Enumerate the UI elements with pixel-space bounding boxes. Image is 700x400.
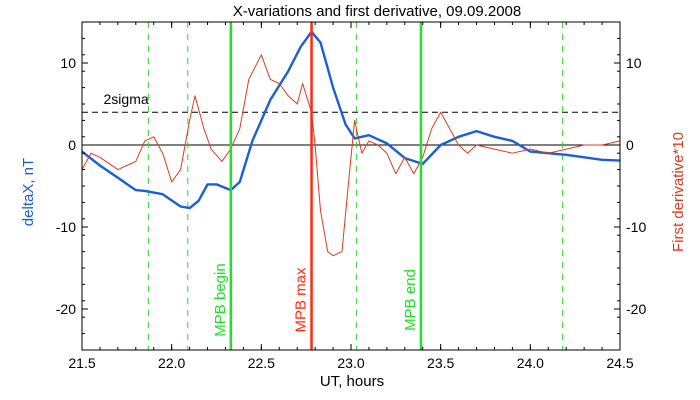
x-tick-label: 24.5 xyxy=(606,355,633,371)
x-tick-label: 22.0 xyxy=(158,355,185,371)
y-tick-label: -20 xyxy=(56,301,76,317)
plot-frame xyxy=(81,21,621,351)
marker-lines: MPB begin MPB max MPB end xyxy=(212,22,423,350)
x-tick-label: 23.5 xyxy=(427,355,454,371)
y2-tick-label: -10 xyxy=(626,219,646,235)
y2-axis-label: First derivative*10 xyxy=(670,132,687,252)
y-tick-label: 10 xyxy=(60,55,76,71)
threshold-label: 2sigma xyxy=(104,91,149,107)
marker-label: MPB max xyxy=(293,267,310,333)
series-layer xyxy=(81,30,621,257)
derivative-series-line xyxy=(81,54,621,257)
x-tick-label: 24.0 xyxy=(517,355,544,371)
chart-title: X-variations and first derivative, 09.09… xyxy=(233,3,522,20)
x-tick-label: 21.5 xyxy=(68,355,95,371)
axis-ticks: 21.5 22.0 22.5 23.0 23.5 24.0 24.5 10 0 -10 -20 10 0… xyxy=(56,21,646,371)
y-axis-label: deltaX, nT xyxy=(20,158,37,226)
x-tick-label: 22.5 xyxy=(248,355,275,371)
y2-tick-label: 0 xyxy=(626,137,634,153)
deltax-series-line xyxy=(81,30,621,210)
marker-label: MPB end xyxy=(402,269,419,331)
x-tick-label: 23.0 xyxy=(337,355,364,371)
marker-label: MPB begin xyxy=(212,263,229,336)
y2-tick-label: -20 xyxy=(626,301,646,317)
grid-lines: 2sigma xyxy=(82,22,620,350)
y2-tick-label: 10 xyxy=(626,55,642,71)
y-tick-label: -10 xyxy=(56,219,76,235)
y-tick-label: 0 xyxy=(68,137,76,153)
x-axis-label: UT, hours xyxy=(320,373,384,390)
